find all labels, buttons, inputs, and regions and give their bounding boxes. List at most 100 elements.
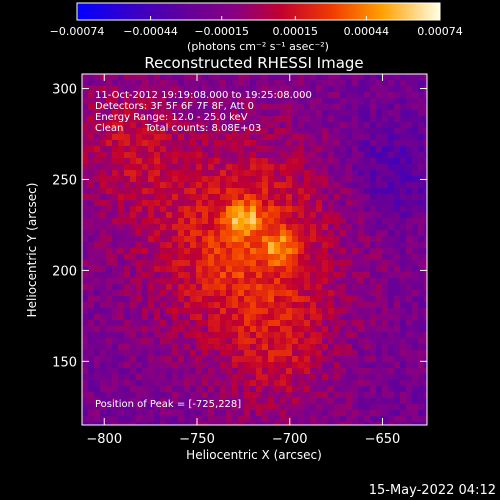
heatmap-cell [136,266,143,273]
heatmap-cell [208,158,215,165]
heatmap-cell [262,164,269,171]
heatmap-cell [352,422,359,425]
heatmap-cell [352,362,359,369]
heatmap-cell [172,338,179,345]
heatmap-cell [142,224,149,231]
heatmap-cell [238,320,245,327]
heatmap-cell [400,422,407,425]
heatmap-cell [316,206,323,213]
heatmap-cell [238,104,245,111]
heatmap-cell [388,410,395,417]
heatmap-cell [250,236,257,243]
heatmap-cell [232,422,239,425]
heatmap-cell [214,350,221,357]
heatmap-cell [160,200,167,207]
heatmap-cell [418,368,425,375]
heatmap-cell [118,356,125,363]
heatmap-cell [262,200,269,207]
heatmap-cell [88,116,95,123]
heatmap-cell [340,422,347,425]
heatmap-cell [292,254,299,261]
heatmap-cell [256,380,263,387]
heatmap-cell [376,248,383,255]
heatmap-cell [286,362,293,369]
heatmap-cell [346,308,353,315]
heatmap-cell [130,218,137,225]
heatmap-cell [232,338,239,345]
heatmap-cell [328,224,335,231]
heatmap-cell [100,134,107,141]
heatmap-cell [304,362,311,369]
heatmap-cell [370,248,377,255]
heatmap-cell [262,398,269,405]
heatmap-cell [376,272,383,279]
heatmap-cell [106,236,113,243]
heatmap-cell [130,74,137,81]
heatmap-cell [238,248,245,255]
heatmap-cell [352,350,359,357]
heatmap-cell [262,188,269,195]
heatmap-cell [358,230,365,237]
heatmap-cell [232,266,239,273]
heatmap-cell [208,308,215,315]
heatmap-cell [268,314,275,321]
heatmap-cell [352,86,359,93]
heatmap-cell [124,392,131,399]
heatmap-cell [358,422,365,425]
heatmap-cell [232,92,239,99]
heatmap-cell [82,296,89,303]
heatmap-cell [274,254,281,261]
heatmap-cell [310,158,317,165]
heatmap-cell [172,314,179,321]
heatmap-cell [208,260,215,267]
heatmap-cell [280,218,287,225]
heatmap-cell [202,320,209,327]
heatmap-cell [196,374,203,381]
heatmap-cell [238,200,245,207]
heatmap-cell [256,278,263,285]
heatmap-cell [274,236,281,243]
heatmap-cell [82,380,89,387]
heatmap-cell [178,368,185,375]
heatmap-cell [310,326,317,333]
heatmap-cell [406,266,413,273]
heatmap-cell [382,344,389,351]
heatmap-cell [382,86,389,93]
heatmap-cell [82,74,89,81]
heatmap-cell [190,404,197,411]
heatmap-cell [274,356,281,363]
heatmap-cell [412,224,419,231]
heatmap-cell [178,242,185,249]
heatmap-cell [130,260,137,267]
heatmap-cell [208,242,215,249]
heatmap-cell [172,140,179,147]
heatmap-cell [340,266,347,273]
heatmap-cell [94,200,101,207]
energy-range-annotation: Energy Range: 12.0 - 25.0 keV [95,112,248,123]
heatmap-cell [316,398,323,405]
heatmap-cell [148,110,155,117]
colorbar-tick-label: 0.00015 [273,25,319,38]
heatmap-cell [328,182,335,189]
heatmap-cell [340,314,347,321]
heatmap-cell [130,398,137,405]
heatmap-cell [100,170,107,177]
heatmap-cell [394,218,401,225]
heatmap-cell [268,176,275,183]
heatmap-cell [412,374,419,381]
heatmap-cell [136,200,143,207]
heatmap-cell [214,254,221,261]
heatmap-cell [316,314,323,321]
heatmap-cell [358,176,365,183]
heatmap-cell [184,80,191,87]
heatmap-cell [418,254,425,261]
heatmap-cell [316,104,323,111]
heatmap-cell [370,152,377,159]
heatmap-cell [268,110,275,117]
heatmap-cell [220,332,227,339]
heatmap-cell [256,404,263,411]
heatmap-cell [424,272,427,279]
heatmap-cell [256,116,263,123]
heatmap-cell [112,224,119,231]
heatmap-cell [226,230,233,237]
